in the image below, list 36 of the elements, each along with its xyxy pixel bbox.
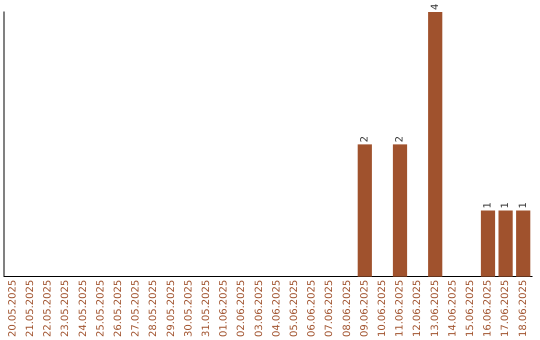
x-tick-label: 18.06.2025 xyxy=(518,280,529,338)
x-tick-label: 02.06.2025 xyxy=(236,280,248,338)
x-tick-label: 12.06.2025 xyxy=(412,280,424,338)
x-tick-label: 07.06.2025 xyxy=(324,280,336,338)
x-tick-label: 10.06.2025 xyxy=(376,280,388,338)
x-tick-label: 31.05.2025 xyxy=(200,280,212,338)
x-tick-label: 28.05.2025 xyxy=(148,280,160,338)
x-tick-label: 23.05.2025 xyxy=(60,280,72,338)
x-tick-label: 22.05.2025 xyxy=(42,280,54,338)
x-tick-label: 25.05.2025 xyxy=(95,280,106,338)
data-label: 1 xyxy=(518,202,529,209)
x-tick-label: 13.06.2025 xyxy=(430,280,441,338)
x-tick-label: 11.06.2025 xyxy=(394,280,406,338)
x-tick-label: 17.06.2025 xyxy=(500,280,512,338)
data-label: 1 xyxy=(500,202,512,209)
x-tick-label: 08.06.2025 xyxy=(342,280,353,338)
x-tick-label: 03.06.2025 xyxy=(254,280,265,338)
x-tick-label: 04.06.2025 xyxy=(271,280,282,338)
x-tick-label: 26.05.2025 xyxy=(112,280,124,338)
data-label: 1 xyxy=(482,202,494,209)
x-tick-label: 30.05.2025 xyxy=(183,280,194,338)
x-tick-label: 14.06.2025 xyxy=(447,280,458,338)
data-label: 4 xyxy=(430,4,441,10)
x-tick-label: 05.06.2025 xyxy=(288,280,300,338)
data-label: 2 xyxy=(394,136,406,142)
data-label: 2 xyxy=(359,136,370,142)
x-tick-label: 09.06.2025 xyxy=(359,280,370,338)
x-tick-label: 01.06.2025 xyxy=(218,280,230,338)
x-tick-label: 29.05.2025 xyxy=(166,280,177,338)
x-tick-label: 24.05.2025 xyxy=(78,280,89,338)
x-tick-label: 20.05.2025 xyxy=(7,280,18,338)
x-tick-label: 15.06.2025 xyxy=(464,280,476,338)
x-tick-label: 16.06.2025 xyxy=(482,280,494,338)
x-tick-label: 27.05.2025 xyxy=(130,280,142,338)
x-tick-label: 06.06.2025 xyxy=(306,280,318,338)
x-tick-label: 21.05.2025 xyxy=(24,280,36,338)
